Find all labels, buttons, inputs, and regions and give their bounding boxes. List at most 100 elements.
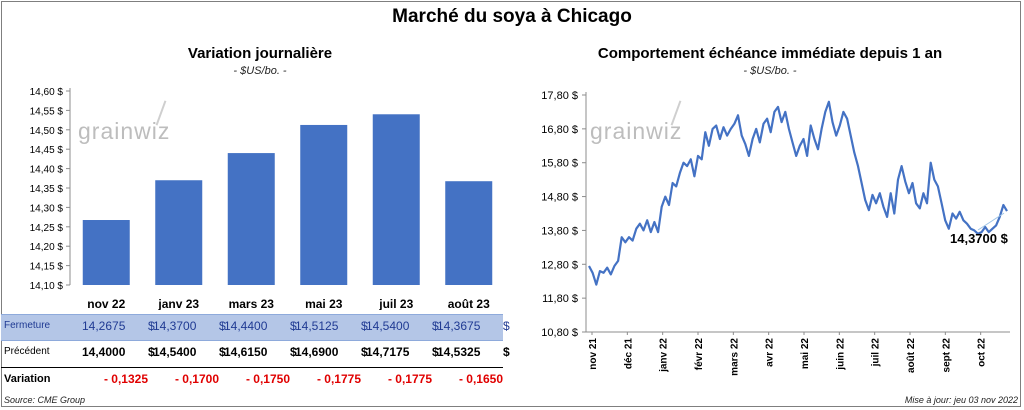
line-y-tick-label: 16,80 $	[541, 124, 578, 136]
table-cell: - 0,1775	[387, 372, 432, 386]
line-x-tick-label: avr 22	[765, 338, 776, 367]
table-cell-value: 14,7175	[366, 345, 410, 359]
last-value-label: 14,3700 $	[950, 231, 1008, 246]
bar-x-label: janv 23	[157, 297, 199, 310]
line-y-tick-label: 13,80 $	[541, 225, 578, 237]
bar-chart: 14,60 $ 14,55 $ 14,50 $ 14,45 $ 14,40 $ 14,35…	[30, 87, 493, 310]
bar-y-tick-label: 14,35 $	[30, 184, 64, 195]
left-chart-title: Variation journalière	[187, 45, 333, 62]
line-x-tick-label: mai 22	[800, 338, 811, 370]
bar-x-label: nov 22	[87, 297, 125, 310]
line-series	[588, 100, 1008, 286]
bar-y-tick-label: 14,10 $	[30, 281, 64, 292]
table-row-fermeture	[1, 314, 503, 341]
table-cell-value: 14,5325	[437, 345, 481, 359]
bar-y-tick-label: 14,45 $	[30, 145, 64, 156]
update-note: Mise à jour: jeu 03 nov 2022	[904, 395, 1018, 405]
line-x-tick-label: juil 22	[871, 338, 882, 368]
last-value-leader	[977, 212, 1005, 231]
table-cell-currency: $	[503, 345, 510, 359]
left-chart-unit: - $US/bo. -	[233, 65, 287, 77]
source-note: Source: CME Group	[4, 395, 86, 405]
table-cell-value: 14,3700	[153, 319, 197, 333]
line-x-tick-label: févr 22	[694, 338, 705, 371]
table-cell: - 0,1750	[245, 372, 290, 386]
price-line	[588, 100, 1008, 286]
table-cell-value: 14,5400	[366, 319, 410, 333]
table-cell-value: 14,3675	[437, 319, 481, 333]
table-cell-currency: $	[219, 319, 226, 333]
table-cell: 14,7175 $	[366, 345, 439, 359]
table-cell-value: 14,6900	[295, 345, 339, 359]
bar-y-tick-label: 14,15 $	[30, 262, 64, 273]
line-y-tick-label: 15,80 $	[541, 158, 578, 170]
table-cell: 14,6900 $	[295, 345, 368, 359]
bar-y-tick-label: 14,20 $	[30, 242, 64, 253]
table-cell-value: 14,5400	[153, 345, 197, 359]
table-cell-value: 14,6150	[224, 345, 268, 359]
bar-4	[372, 114, 420, 285]
bar-y-axis: 14,60 $ 14,55 $ 14,50 $ 14,45 $ 14,40 $ 14,35…	[30, 87, 71, 292]
right-watermark: grainwiz	[590, 118, 683, 144]
line-x-axis: nov 21 déc 21 janv 22 févr 22 mars 22 avr 22 m…	[586, 331, 1010, 376]
line-chart: 17,80 $ 16,80 $ 15,80 $ 14,80 $ 13,80 $ 12,80…	[541, 90, 1010, 376]
bar-x-label: juil 23	[378, 297, 413, 310]
table-cell-currency: $	[148, 345, 155, 359]
table-cell: 14,2675 $	[82, 319, 155, 333]
bar-1	[155, 180, 203, 285]
table-cell: - 0,1775	[316, 372, 361, 386]
table-row-label: Précédent	[4, 346, 50, 357]
line-x-tick-label: nov 21	[588, 338, 599, 370]
table-cell: - 0,1325	[103, 372, 148, 386]
bar-x-label: mai 23	[305, 297, 343, 310]
table-cell-value: 14,5125	[295, 319, 339, 333]
left-watermark: grainwiz	[78, 118, 171, 144]
table-cell: 14,5125 $	[295, 319, 368, 333]
bar-x-label: août 23	[448, 297, 490, 310]
line-y-tick-label: 17,80 $	[541, 90, 578, 102]
table-cell: 14,6150 $	[224, 345, 297, 359]
line-y-tick-label: 10,80 $	[541, 327, 578, 339]
line-x-tick-label: janv 22	[659, 338, 670, 373]
table-row-label: Fermeture	[4, 320, 51, 331]
right-chart-title: Comportement échéance immédiate depuis 1…	[597, 45, 943, 62]
table-cell: - 0,1700	[174, 372, 219, 386]
table-cell: - 0,1650	[458, 372, 503, 386]
table-cell-currency: $	[361, 345, 368, 359]
line-y-tick-label: 11,80 $	[542, 293, 578, 305]
table-row-label: Variation	[4, 373, 51, 385]
line-x-tick-label: juin 22	[835, 338, 846, 371]
bar-y-tick-label: 14,30 $	[30, 203, 64, 214]
bar-5	[445, 181, 493, 285]
bar-y-tick-label: 14,50 $	[30, 126, 64, 137]
table-cell: 14,5400 $	[366, 319, 439, 333]
bar-2	[227, 153, 275, 285]
bar-x-label: mars 23	[229, 297, 275, 310]
table-cell: 14,3675 $	[437, 319, 510, 333]
main-title: Marché du soya à Chicago	[392, 6, 632, 27]
line-y-tick-label: 14,80 $	[541, 192, 578, 204]
table-cell-currency: $	[432, 319, 439, 333]
table-cell-value: 14,4000	[82, 345, 126, 359]
bar-y-tick-label: 14,25 $	[30, 223, 64, 234]
bar-3	[300, 124, 348, 285]
table-row-variation	[1, 367, 503, 393]
bar-y-tick-label: 14,40 $	[30, 165, 64, 176]
table-cell: 14,5325 $	[437, 345, 510, 359]
table-cell-currency: $	[432, 345, 439, 359]
line-x-tick-label: déc 21	[623, 338, 634, 370]
table-cell: 14,5400 $	[153, 345, 226, 359]
table-cell-currency: $	[290, 319, 297, 333]
line-y-tick-label: 12,80 $	[541, 259, 578, 271]
table-cell-value: 14,2675	[82, 319, 126, 333]
table-cell: 14,3700 $	[153, 319, 226, 333]
bar-x-axis: nov 22 janv 23 mars 23 mai 23 juil 23 août 23	[87, 297, 490, 310]
line-x-tick-label: sept 22	[941, 338, 952, 373]
line-x-tick-label: mars 22	[729, 338, 740, 376]
bar-y-tick-label: 14,60 $	[30, 87, 64, 98]
table-cell-currency: $	[219, 345, 226, 359]
bar-y-tick-label: 14,55 $	[30, 106, 64, 117]
table-cell-currency: $	[361, 319, 368, 333]
right-chart-unit: - $US/bo. -	[743, 65, 797, 77]
line-y-axis: 17,80 $ 16,80 $ 15,80 $ 14,80 $ 13,80 $ 12,80…	[541, 90, 587, 339]
